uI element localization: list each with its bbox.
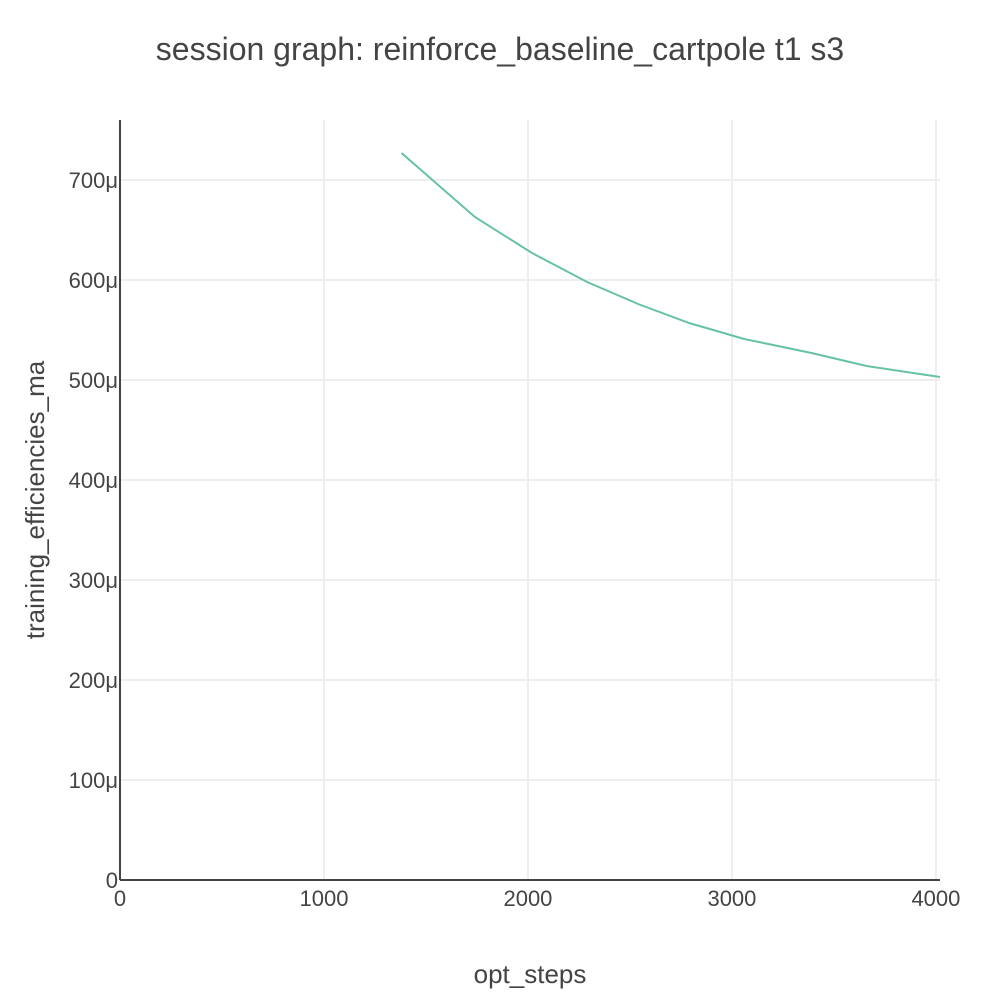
y-tick-label: 100μ [69,768,118,793]
y-tick-label: 400μ [69,468,118,493]
x-tick-label: 2000 [503,886,552,911]
series-line [400,152,941,378]
y-axis-title: training_efficiencies_ma [20,360,50,639]
y-tick-label: 700μ [69,168,118,193]
x-tick-label: 3000 [707,886,756,911]
x-tick-label: 0 [114,886,126,911]
y-tick-label: 600μ [69,268,118,293]
y-tick-label: 200μ [69,668,118,693]
y-tick-label: 500μ [69,368,118,393]
x-tick-label: 4000 [911,886,960,911]
grid [120,120,940,880]
chart-title: session graph: reinforce_baseline_cartpo… [156,31,844,67]
x-axis-title: opt_steps [474,959,587,989]
axes [119,120,940,881]
y-tick-label: 300μ [69,568,118,593]
x-tick-label: 1000 [300,886,349,911]
tick-labels: 0 1000 2000 3000 4000 0 100μ 200μ 300μ 400μ 500μ 60… [69,168,961,911]
plot-area [400,152,941,378]
y-tick-label: 0 [106,868,118,893]
